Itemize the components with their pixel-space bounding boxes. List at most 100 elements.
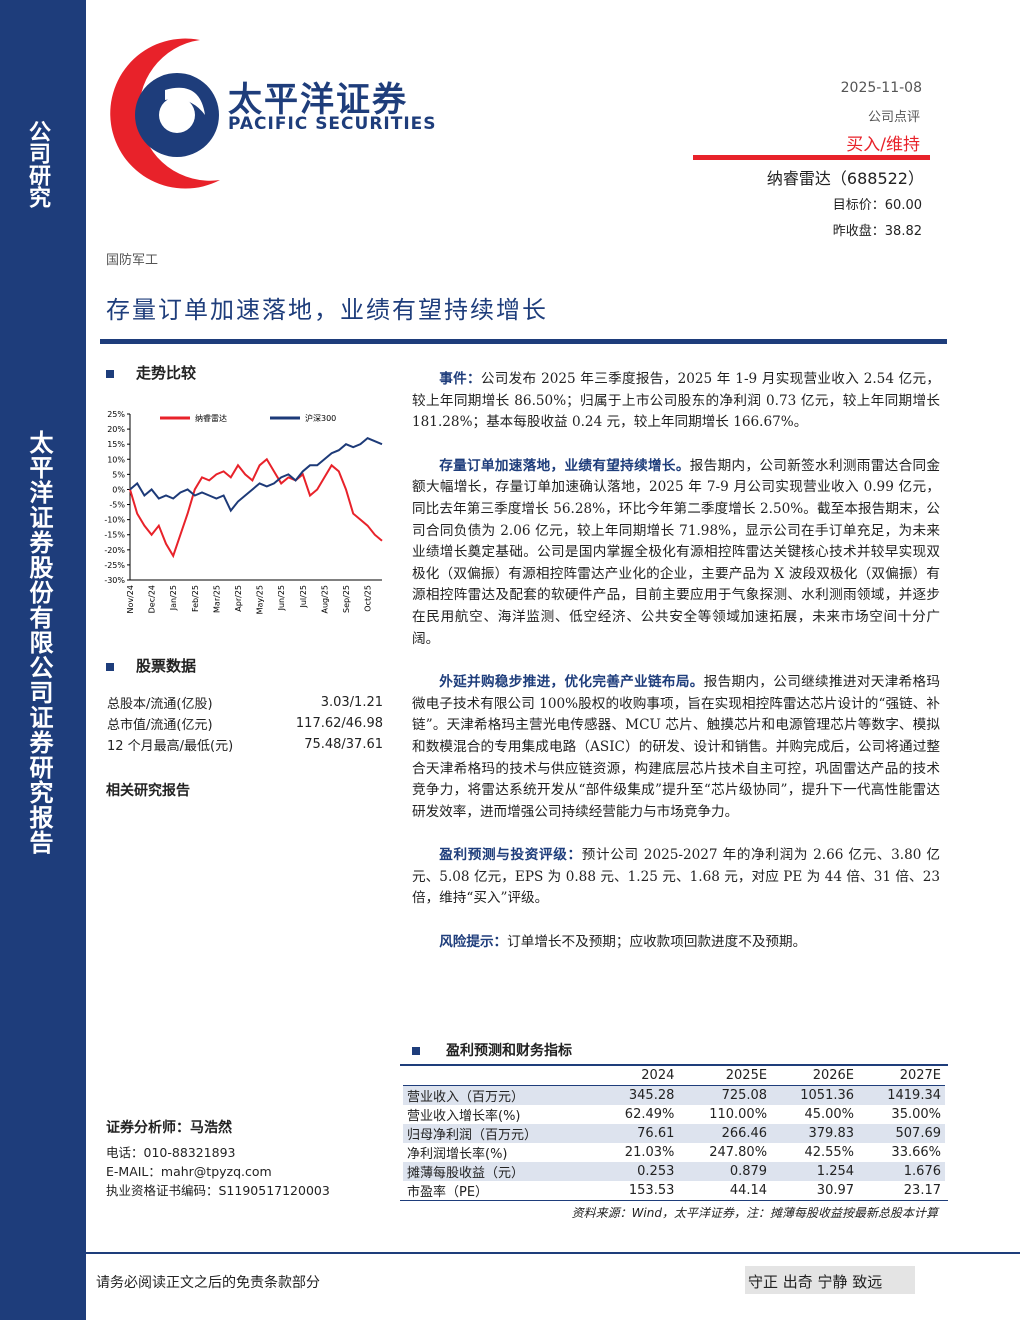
fin-row: 摊薄每股收益（元） 0.253 0.879 1.254 1.676 bbox=[403, 1162, 945, 1181]
fin-value: 62.49% bbox=[624, 1107, 675, 1122]
fin-row: 净利润增长率(%) 21.03% 247.80% 42.55% 33.66% bbox=[403, 1143, 945, 1162]
stock-row: 总市值/流通(亿元) 117.62/46.98 bbox=[106, 713, 384, 734]
paragraph: 事件：公司发布 2025 年三季度报告，2025 年 1-9 月实现营业收入 2… bbox=[412, 369, 940, 434]
fin-corner bbox=[403, 1066, 597, 1086]
stock-row: 12 个月最高/最低(元) 75.48/37.61 bbox=[106, 734, 384, 755]
license: 执业资格证书编码：S1190517120003 bbox=[106, 1183, 330, 1198]
x-tick-label: Apr/25 bbox=[234, 585, 243, 612]
trend-title: 走势比较 bbox=[136, 364, 197, 382]
logo-en: PACIFIC SECURITIES bbox=[228, 114, 437, 134]
paragraph-lead: 存量订单加速落地，业绩有望持续增长。 bbox=[439, 457, 690, 474]
x-tick-label: May/25 bbox=[256, 585, 265, 614]
fin-value: 42.55% bbox=[804, 1145, 855, 1160]
x-tick-label: Dec/24 bbox=[148, 585, 157, 613]
x-tick-label: Mar/25 bbox=[212, 585, 221, 613]
motto: 守正 出奇 宁静 致远 bbox=[748, 1273, 883, 1291]
fin-value: 0.253 bbox=[637, 1164, 675, 1179]
table-rule bbox=[400, 1200, 948, 1201]
paragraph-lead: 外延并购稳步推进，优化完善产业链布局。 bbox=[439, 674, 704, 691]
x-tick-label: Nov/24 bbox=[126, 585, 135, 614]
fin-value: 1.676 bbox=[903, 1164, 941, 1179]
disclaimer: 请务必阅读正文之后的免责条款部分 bbox=[96, 1275, 320, 1291]
report-type: 公司点评 bbox=[867, 110, 920, 125]
sidebar-main: 太平洋证券股份有限公司证券研究报告 bbox=[25, 430, 54, 855]
fin-label: 归母净利润（百万元） bbox=[407, 1128, 538, 1143]
rating-bar bbox=[693, 155, 930, 160]
y-tick-label: 15% bbox=[107, 440, 125, 449]
stock-value: 75.48/37.61 bbox=[304, 737, 383, 752]
fin-value: 45.00% bbox=[804, 1107, 855, 1122]
table-title: 盈利预测和财务指标 bbox=[446, 1043, 572, 1059]
fin-value: 44.14 bbox=[729, 1183, 768, 1198]
fin-value: 76.61 bbox=[637, 1126, 675, 1141]
y-tick-label: -30% bbox=[104, 576, 125, 585]
paragraph-text: 公司发布 2025 年三季度报告，2025 年 1-9 月实现营业收入 2.54… bbox=[412, 371, 940, 431]
y-tick-label: -15% bbox=[104, 531, 125, 540]
analyst: 证券分析师：马浩然 bbox=[106, 1120, 232, 1136]
stock-value: 117.62/46.98 bbox=[295, 716, 383, 731]
stock-value: 3.03/1.21 bbox=[320, 695, 383, 710]
paragraph: 外延并购稳步推进，优化完善产业链布局。报告期内，公司继续推进对天津希格玛微电子技… bbox=[412, 672, 940, 823]
x-tick-label: Jul/25 bbox=[299, 585, 308, 609]
sidebar: 公司研究 太平洋证券股份有限公司证券研究报告 bbox=[0, 0, 86, 1320]
fin-label: 营业收入（百万元） bbox=[407, 1090, 525, 1105]
fin-row: 营业收入（百万元） 345.28 725.08 1051.36 1419.34 bbox=[403, 1085, 945, 1105]
fin-value: 35.00% bbox=[891, 1107, 941, 1122]
sidebar-top: 公司研究 bbox=[25, 120, 51, 208]
fin-year: 2025E bbox=[725, 1068, 768, 1083]
y-tick-label: 20% bbox=[107, 425, 125, 434]
logo-shape bbox=[110, 38, 220, 189]
fin-row: 营业收入增长率(%) 62.49% 110.00% 45.00% 35.00% bbox=[403, 1105, 945, 1124]
fin-table: 2024 2025E 2026E 2027E 营业收入（百万元） 345.28 725.08… bbox=[403, 1066, 945, 1200]
stock-heading: 股票数据 bbox=[106, 655, 196, 676]
stock-title: 股票数据 bbox=[136, 657, 197, 675]
industry: 国防军工 bbox=[106, 253, 159, 268]
fin-value: 379.83 bbox=[808, 1126, 855, 1141]
fin-value: 0.879 bbox=[729, 1164, 768, 1179]
y-tick-label: 10% bbox=[107, 455, 125, 464]
phone: 电话：010-88321893 bbox=[106, 1145, 236, 1160]
logo-shape bbox=[165, 87, 205, 115]
logo-cn: 太平洋证券 bbox=[228, 80, 408, 120]
title: 存量订单加速落地，业绩有望持续增长 bbox=[106, 296, 548, 324]
motto-box bbox=[745, 1266, 915, 1294]
y-tick-label: -10% bbox=[104, 516, 125, 525]
fin-header: 2024 2025E 2026E 2027E bbox=[403, 1066, 945, 1086]
x-tick-label: Jun/25 bbox=[277, 585, 286, 611]
y-tick-label: 25% bbox=[107, 410, 125, 419]
legend-label: 沪深300 bbox=[305, 413, 336, 423]
paragraph-text: 订单增长不及预期；应收款项回款进度不及预期。 bbox=[507, 934, 807, 951]
paragraph: 存量订单加速落地，业绩有望持续增长。报告期内，公司新签水利测雨雷达合同金额大幅增… bbox=[412, 456, 940, 650]
bullet bbox=[106, 370, 114, 378]
paragraph-lead: 风险提示： bbox=[439, 934, 508, 951]
fin-value: 1.254 bbox=[816, 1164, 855, 1179]
fin-value: 30.97 bbox=[816, 1183, 855, 1198]
fin-value: 507.69 bbox=[895, 1126, 942, 1141]
x-tick-label: Oct/25 bbox=[364, 585, 373, 612]
fin-value: 23.17 bbox=[903, 1183, 941, 1198]
legend-label: 纳睿雷达 bbox=[195, 413, 227, 423]
logo-shape bbox=[159, 97, 195, 133]
rating: 买入/维持 bbox=[846, 135, 920, 155]
fin-row: 市盈率（PE） 153.53 44.14 30.97 23.17 bbox=[403, 1181, 945, 1200]
fin-label: 摊薄每股收益（元） bbox=[407, 1166, 525, 1181]
fin-value: 1419.34 bbox=[887, 1088, 941, 1103]
source: 资料来源：Wind，太平洋证券，注：摊薄每股收益按最新总股本计算 bbox=[571, 1206, 938, 1220]
stock-row: 总股本/流通(亿股) 3.03/1.21 bbox=[106, 692, 384, 713]
stock-label: 总市值/流通(亿元) bbox=[107, 718, 213, 733]
close-price: 昨收盘：38.82 bbox=[832, 224, 922, 239]
paragraph-text: 预计公司 2025-2027 年的净利润为 2.66 亿元、3.80 亿元、5.… bbox=[412, 847, 940, 907]
fin-label: 市盈率（PE） bbox=[407, 1185, 489, 1200]
trend-heading: 走势比较 bbox=[106, 362, 196, 383]
fin-value: 247.80% bbox=[709, 1145, 768, 1160]
fin-value: 153.53 bbox=[628, 1183, 675, 1198]
stock-label: 总股本/流通(亿股) bbox=[107, 697, 213, 712]
fin-value: 345.28 bbox=[628, 1088, 675, 1103]
date: 2025-11-08 bbox=[840, 80, 922, 96]
line-series bbox=[129, 457, 383, 559]
email: E-MAIL：mahr@tpyzq.com bbox=[106, 1164, 272, 1179]
target-price: 目标价：60.00 bbox=[832, 198, 922, 213]
bullet bbox=[412, 1046, 420, 1055]
fin-label: 净利润增长率(%) bbox=[407, 1147, 508, 1162]
